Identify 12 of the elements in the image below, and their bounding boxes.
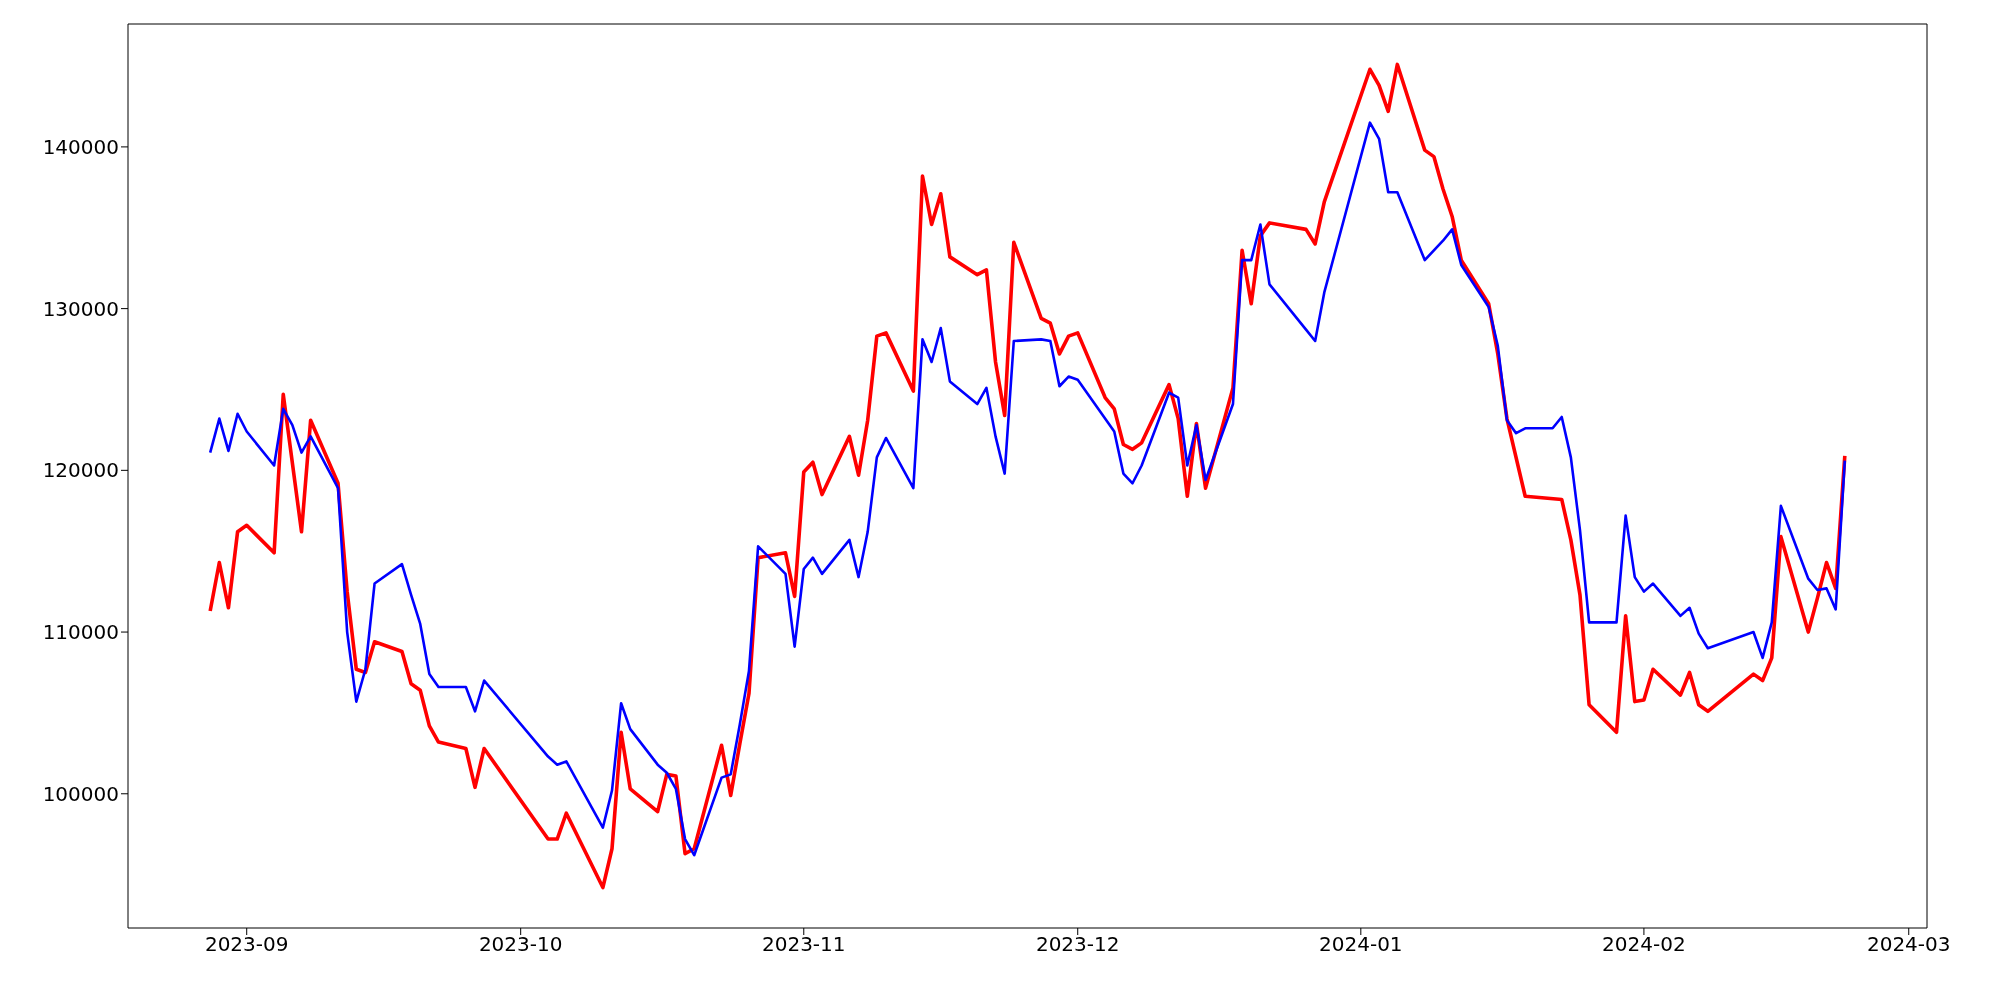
y-tick-label: 120000 xyxy=(42,458,119,483)
x-tick-label: 2023-10 xyxy=(478,932,563,957)
x-tick-label: 2024-02 xyxy=(1602,932,1686,957)
x-tick-label: 2023-11 xyxy=(761,932,846,957)
y-tick-label: 110000 xyxy=(42,620,119,645)
x-tick-label: 2024-03 xyxy=(1866,932,1951,957)
x-tick-label: 2023-09 xyxy=(204,932,289,957)
y-tick-label: 100000 xyxy=(42,781,119,806)
y-tick-label: 140000 xyxy=(42,135,119,160)
x-tick-label: 2023-12 xyxy=(1035,932,1120,957)
x-tick-label: 2024-01 xyxy=(1319,932,1403,957)
y-tick-label: 130000 xyxy=(42,296,119,321)
